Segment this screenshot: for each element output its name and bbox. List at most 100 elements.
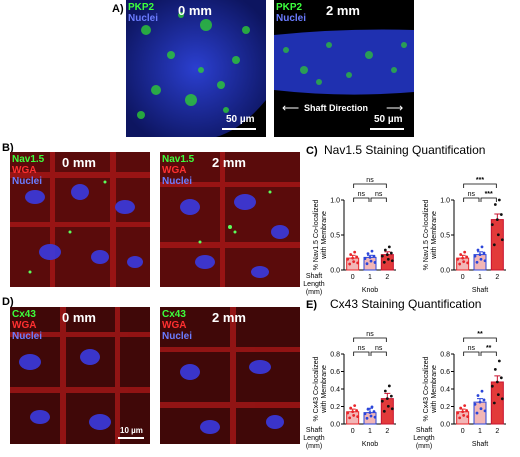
data-point [490,223,494,227]
data-point [346,257,350,261]
data-point [483,409,487,413]
length-label: 2 mm [212,155,246,170]
data-point [462,260,466,264]
significance-bracket [353,351,370,356]
data-point [500,238,504,242]
micrograph-nav15-0mm: Nav1.5 WGA Nuclei 0 mm [10,152,150,287]
y-tick-label: 0.5 [440,233,450,240]
data-point [475,411,479,415]
panel-label-a: A) [112,3,124,15]
data-point [372,254,376,258]
x-tick-label: 2 [495,274,499,281]
y-tick-label: 0.8 [440,352,450,359]
scale-bar-label: 50 µm [374,114,403,125]
x-tick-label: 0 [351,274,355,281]
data-point [353,250,357,254]
y-tick-label: 0.4 [440,387,450,394]
data-point [382,260,386,264]
pkp2-0mm-image [126,0,266,137]
arrow-left-icon: ⟵ [282,101,300,115]
x-axis-label: Shaft Length (mm) [303,273,325,296]
data-point [366,252,370,256]
channel-label-pkp2: PKP2 [128,2,155,13]
data-point [500,397,504,401]
group-label: Knob [362,287,378,294]
significance-label: ** [486,345,492,352]
y-tick-label: 0.2 [330,404,340,411]
channel-label-nuclei: Nuclei [12,331,43,342]
micrograph-cx43-0mm: Cx43 WGA Nuclei 0 mm 10 µm [10,307,150,444]
significance-bracket [480,197,497,202]
data-point [351,256,355,260]
data-point [463,404,467,408]
data-point [365,262,369,266]
scale-bar [118,437,144,439]
significance-bracket [463,351,480,356]
data-point [458,262,462,266]
data-point [482,251,486,255]
y-tick-label: 0.0 [330,268,340,275]
cx43-0mm-image [10,307,150,444]
x-tick-label: 1 [368,428,372,435]
data-point [492,243,496,247]
chart-title-e: Cx43 Staining Quantification [330,297,482,311]
data-point [366,407,370,411]
data-point [386,257,390,261]
data-point [382,409,386,413]
data-point [368,256,372,259]
panel-label-d: D) [2,296,14,308]
data-point [390,407,394,411]
data-point [479,407,483,411]
data-point [390,259,394,263]
y-tick-label: 0.4 [330,387,340,394]
length-label: 2 mm [326,3,360,18]
channel-label-nuclei: Nuclei [162,176,193,187]
data-point [348,262,352,266]
group-label: Shaft [472,441,488,448]
data-point [365,416,369,420]
data-point [351,410,355,414]
y-tick-label: 0.6 [330,369,340,376]
x-tick-label: 2 [385,274,389,281]
significance-label: *** [476,177,484,184]
data-point [493,368,497,371]
x-tick-label: 0 [461,274,465,281]
y-tick-label: 0.6 [440,369,450,376]
significance-bracket [463,337,497,342]
significance-bracket [353,337,387,342]
x-tick-label: 2 [495,428,499,435]
arrow-right-icon: ⟶ [386,101,404,115]
data-point [380,399,384,403]
data-point [499,213,503,216]
data-point [458,416,462,420]
significance-bracket [353,183,387,188]
nav15-0mm-image [10,152,150,287]
x-tick-label: 1 [478,428,482,435]
data-point [386,404,390,408]
x-tick-label: 1 [368,274,372,281]
length-label: 2 mm [212,310,246,325]
data-point [496,233,500,237]
x-axis-label: Shaft Length (mm) [303,427,325,450]
channel-label-nuclei: Nuclei [162,331,193,342]
significance-bracket [463,197,480,202]
channel-label-nuclei: Nuclei [12,176,43,187]
significance-label: ns [358,191,366,198]
shaft-direction-label: Shaft Direction [304,103,369,113]
y-axis-label: % Nav1.5 Co-localizedwith Membrane [313,199,328,270]
data-point [475,260,479,264]
length-label: 0 mm [178,3,212,18]
group-label: Knob [362,441,378,448]
channel-label-wga: WGA [12,320,37,331]
scale-bar-label: 10 µm [120,426,143,435]
data-point [490,384,494,388]
data-point [473,402,477,406]
data-point [387,245,391,249]
data-point [389,251,393,255]
significance-label: ns [468,345,476,352]
data-point [355,409,359,412]
data-point [459,253,463,256]
